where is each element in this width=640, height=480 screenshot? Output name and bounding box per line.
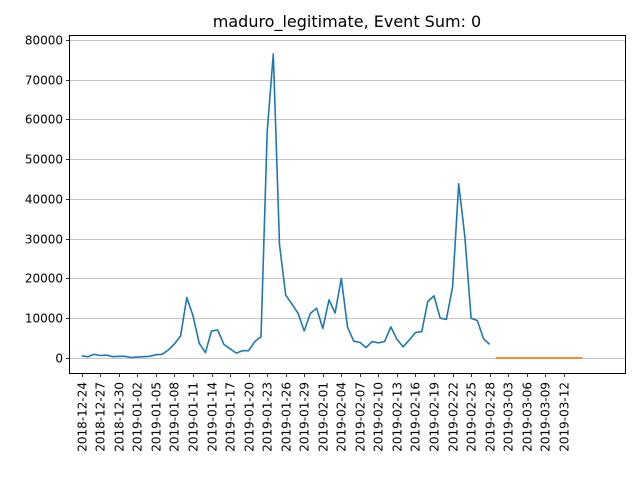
y-tick-label: 50000	[25, 153, 63, 167]
y-tick-label: 60000	[25, 113, 63, 127]
x-tick-label: 2019-01-29	[298, 382, 312, 452]
x-tick-label: 2019-02-28	[484, 382, 498, 452]
y-tick-label: 10000	[25, 312, 63, 326]
x-tick-label: 2019-02-25	[465, 382, 479, 452]
y-tick-label: 40000	[25, 193, 63, 207]
x-tick-label: 2019-02-01	[317, 382, 331, 452]
series-line-1	[81, 53, 491, 359]
x-tick-label: 2019-01-11	[187, 382, 201, 452]
x-tick-label: 2019-01-02	[131, 382, 145, 452]
y-tick-label: 30000	[25, 233, 63, 247]
chart-title: maduro_legitimate, Event Sum: 0	[213, 12, 481, 32]
x-tick-label: 2018-12-30	[113, 382, 127, 452]
x-tick-label: 2019-02-10	[372, 382, 386, 452]
x-tick-label: 2019-02-22	[447, 382, 461, 452]
plot-frame	[69, 35, 626, 374]
y-tick-label: 0	[55, 352, 63, 366]
x-tick-label: 2018-12-24	[76, 382, 90, 452]
x-tick-label: 2019-02-19	[428, 382, 442, 452]
x-axis: 2018-12-24 2018-12-27 2018-12-30 2019-01-02…	[76, 373, 572, 452]
y-axis: 0 10000 20000 30000 40000 50000 60000 70000 8000…	[25, 34, 70, 366]
y-tick-label: 80000	[25, 34, 63, 48]
x-tick-label: 2019-02-13	[391, 382, 405, 452]
x-tick-label: 2019-01-05	[150, 382, 164, 452]
x-tick-label: 2019-01-23	[261, 382, 275, 452]
x-tick-label: 2019-02-16	[409, 382, 423, 452]
x-tick-label: 2019-01-17	[224, 382, 238, 452]
y-tick-label: 20000	[25, 272, 63, 286]
x-tick-label: 2019-02-04	[335, 382, 349, 452]
y-tick-label: 70000	[25, 74, 63, 88]
x-tick-label: 2019-01-26	[280, 382, 294, 452]
x-tick-label: 2019-01-20	[243, 382, 257, 452]
x-tick-label: 2018-12-27	[94, 382, 108, 452]
gridlines	[70, 40, 625, 359]
series-lines	[81, 53, 583, 359]
x-tick-label: 2019-03-03	[502, 382, 516, 452]
x-tick-label: 2019-01-08	[168, 382, 182, 452]
x-tick-label: 2019-02-07	[354, 382, 368, 452]
x-tick-label: 2019-03-06	[521, 382, 535, 452]
x-tick-label: 2019-03-12	[558, 382, 572, 452]
x-tick-label: 2019-01-14	[206, 382, 220, 452]
x-tick-label: 2019-03-09	[539, 382, 553, 452]
